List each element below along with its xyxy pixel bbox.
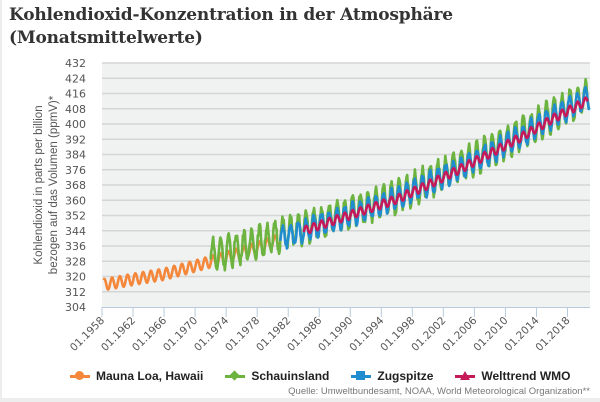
- legend-label: Zugspitze: [377, 369, 434, 383]
- chart-title-line2: (Monatsmittelwerte): [9, 28, 203, 48]
- legend: Mauna Loa, Hawaii Schauinsland Zugspitze We…: [70, 368, 571, 384]
- y-tick-label: 360: [65, 194, 86, 207]
- y-tick-label: 312: [65, 286, 86, 299]
- square-marker-icon: [351, 370, 372, 382]
- y-axis-ticks: 304 312 320 328 336 344 352 360 368 376 384 392 400 4…: [65, 57, 86, 314]
- y-tick-label: 328: [65, 255, 86, 268]
- series-line-welttrend-wmo: [302, 96, 589, 235]
- y-tick-label: 336: [65, 240, 86, 253]
- y-tick-label: 432: [65, 57, 86, 70]
- y-tick-label: 368: [65, 179, 86, 192]
- y-tick-label: 408: [65, 103, 86, 116]
- legend-label: Mauna Loa, Hawaii: [96, 369, 204, 383]
- gridlines: [102, 62, 590, 293]
- series-lines: [102, 77, 591, 291]
- y-tick-label: 376: [65, 164, 86, 177]
- y-tick-label: 400: [65, 118, 86, 131]
- chart-title-line1: Kohlendioxid-Konzentration in der Atmosp…: [9, 5, 453, 25]
- x-tick-label: 01.2018: [533, 315, 572, 354]
- legend-label: Welttrend WMO: [481, 369, 571, 383]
- legend-label: Schauinsland: [251, 369, 330, 383]
- y-tick-label: 320: [65, 271, 86, 284]
- triangle-marker-icon: [455, 370, 476, 382]
- y-tick-label: 424: [65, 72, 86, 85]
- y-tick-label: 304: [65, 301, 86, 314]
- y-tick-label: 344: [65, 225, 86, 238]
- diamond-marker-icon: [225, 370, 246, 382]
- y-tick-label: 392: [65, 133, 86, 146]
- circle-marker-icon: [70, 370, 90, 382]
- y-tick-label: 416: [65, 88, 86, 101]
- x-axis: 01.195801.196201.196601.197001.197401.19…: [68, 307, 590, 354]
- legend-item[interactable]: Mauna Loa, Hawaii: [70, 369, 203, 383]
- legend-item[interactable]: Welttrend WMO: [455, 369, 571, 383]
- y-tick-label: 352: [65, 210, 86, 223]
- source-note: Quelle: Umweltbundesamt, NOAA, World Met…: [288, 386, 590, 397]
- legend-item[interactable]: Zugspitze: [351, 369, 433, 383]
- y-tick-label: 384: [65, 149, 86, 162]
- chart-title: Kohlendioxid-Konzentration in der Atmosp…: [9, 4, 453, 50]
- legend-item[interactable]: Schauinsland: [225, 369, 329, 383]
